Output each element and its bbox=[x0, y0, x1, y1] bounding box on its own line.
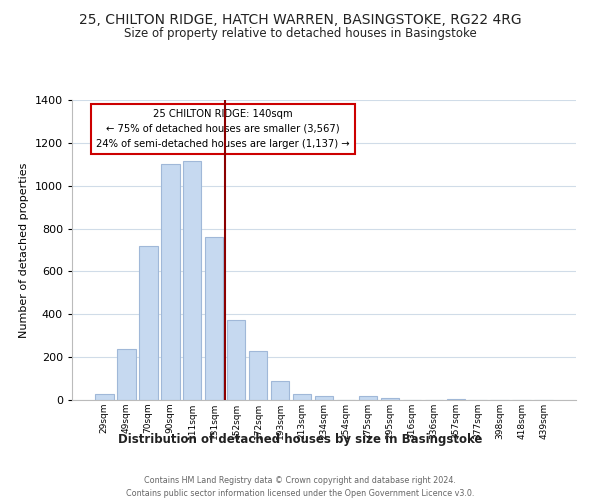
Text: 25, CHILTON RIDGE, HATCH WARREN, BASINGSTOKE, RG22 4RG: 25, CHILTON RIDGE, HATCH WARREN, BASINGS… bbox=[79, 12, 521, 26]
Bar bbox=[271, 380, 289, 400]
Bar bbox=[227, 320, 245, 400]
Bar bbox=[117, 348, 136, 400]
Bar bbox=[139, 246, 158, 400]
Bar bbox=[293, 394, 311, 400]
Y-axis label: Number of detached properties: Number of detached properties bbox=[19, 162, 29, 338]
Bar bbox=[205, 237, 223, 400]
Text: Contains HM Land Registry data © Crown copyright and database right 2024.: Contains HM Land Registry data © Crown c… bbox=[144, 476, 456, 485]
Bar bbox=[161, 164, 179, 400]
Bar bbox=[183, 161, 202, 400]
Text: Size of property relative to detached houses in Basingstoke: Size of property relative to detached ho… bbox=[124, 28, 476, 40]
Text: Distribution of detached houses by size in Basingstoke: Distribution of detached houses by size … bbox=[118, 432, 482, 446]
Bar bbox=[380, 398, 399, 400]
Bar bbox=[314, 396, 334, 400]
Bar bbox=[249, 350, 268, 400]
Text: 25 CHILTON RIDGE: 140sqm
← 75% of detached houses are smaller (3,567)
24% of sem: 25 CHILTON RIDGE: 140sqm ← 75% of detach… bbox=[97, 109, 350, 148]
Bar bbox=[359, 396, 377, 400]
Text: Contains public sector information licensed under the Open Government Licence v3: Contains public sector information licen… bbox=[126, 489, 474, 498]
Bar bbox=[446, 399, 465, 400]
Bar bbox=[95, 394, 113, 400]
